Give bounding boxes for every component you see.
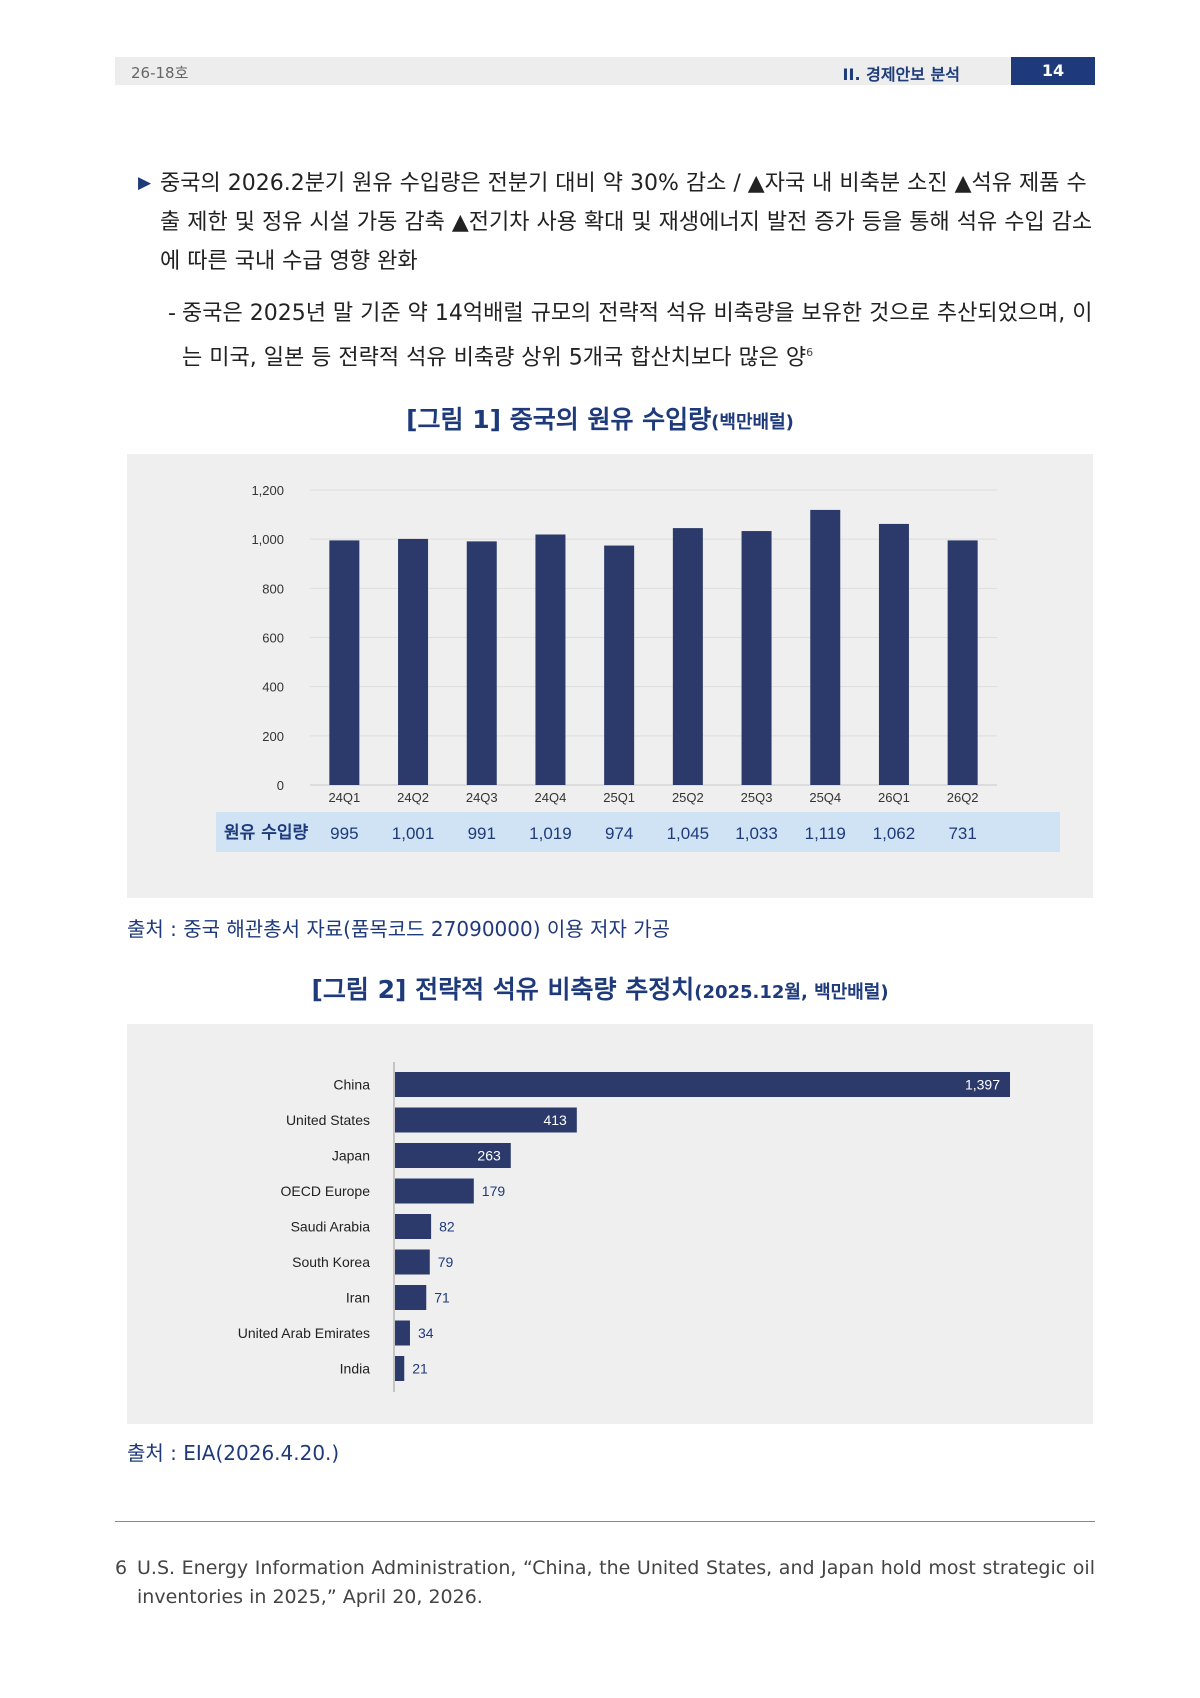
data-table-value: 974 bbox=[605, 824, 633, 843]
figure2-unit: (2025.12월, 백만배럴) bbox=[694, 982, 889, 1003]
section-title: II. 경제안보 분석 bbox=[842, 65, 960, 84]
y-category-label: United States bbox=[286, 1112, 370, 1128]
bar bbox=[395, 1107, 577, 1133]
y-tick-label: 0 bbox=[277, 778, 284, 793]
data-table-value: 1,062 bbox=[873, 824, 916, 843]
data-table-value: 995 bbox=[330, 824, 358, 843]
x-tick-label: 25Q4 bbox=[809, 790, 841, 805]
y-category-label: India bbox=[340, 1361, 371, 1377]
figure1-bar-chart: 0 200 400 600 800 1,000 1,200 원유 수입량 24Q1 995 24Q2… bbox=[216, 483, 1060, 852]
y-category-label: Saudi Arabia bbox=[291, 1219, 371, 1235]
bar bbox=[395, 1356, 405, 1381]
bar-value-label: 21 bbox=[412, 1361, 428, 1377]
bar-value-label: 413 bbox=[543, 1112, 567, 1128]
x-tick-label: 24Q2 bbox=[397, 790, 429, 805]
x-tick-label: 25Q2 bbox=[672, 790, 704, 805]
data-table-series-label: 원유 수입량 bbox=[224, 823, 308, 843]
bar-value-label: 71 bbox=[434, 1290, 450, 1306]
x-tick-label: 24Q4 bbox=[535, 790, 567, 805]
data-table-value: 1,001 bbox=[392, 824, 435, 843]
bullet-paragraph: ▶ 중국의 2026.2분기 원유 수입량은 전분기 대비 약 30% 감소 /… bbox=[138, 164, 1095, 281]
figure1-chart-area: 0 200 400 600 800 1,000 1,200 원유 수입량 24Q1 995 24Q2… bbox=[127, 454, 1093, 898]
y-tick-label: 1,000 bbox=[251, 532, 284, 547]
y-category-label: South Korea bbox=[292, 1254, 370, 1270]
bar-value-label: 263 bbox=[477, 1148, 501, 1164]
paragraph-text: 중국의 2026.2분기 원유 수입량은 전분기 대비 약 30% 감소 / ▲… bbox=[160, 171, 1093, 274]
data-table-value: 1,119 bbox=[805, 824, 846, 843]
bar bbox=[395, 1285, 427, 1310]
data-table-row bbox=[216, 812, 1060, 852]
bar-value-label: 34 bbox=[418, 1325, 434, 1341]
bar bbox=[395, 1320, 410, 1346]
y-tick-label: 200 bbox=[262, 729, 284, 744]
x-tick-label: 25Q3 bbox=[741, 790, 773, 805]
dash-marker: - bbox=[168, 301, 176, 326]
figure2-chart-area: China 1,397 United States 413 Japan 263 OECD E… bbox=[127, 1024, 1093, 1424]
bar-value-label: 179 bbox=[482, 1183, 506, 1199]
figure1-title: [그림 1] 중국의 원유 수입량(백만배럴) bbox=[0, 400, 1200, 436]
bar bbox=[395, 1178, 474, 1204]
bar bbox=[947, 540, 978, 785]
data-table-value: 1,019 bbox=[529, 824, 572, 843]
x-tick-label: 26Q1 bbox=[878, 790, 910, 805]
footnote-divider bbox=[115, 1521, 1095, 1522]
data-table-value: 1,033 bbox=[735, 824, 778, 843]
bar bbox=[535, 534, 566, 785]
bullet-triangle-icon: ▶ bbox=[138, 173, 152, 193]
bar bbox=[604, 545, 635, 785]
bar bbox=[878, 523, 909, 785]
x-tick-label: 26Q2 bbox=[947, 790, 979, 805]
bar bbox=[329, 540, 360, 785]
y-tick-label: 600 bbox=[262, 631, 284, 646]
y-tick-label: 400 bbox=[262, 680, 284, 695]
x-tick-label: 25Q1 bbox=[603, 790, 635, 805]
y-category-label: OECD Europe bbox=[281, 1183, 371, 1199]
figure2-title: [그림 2] 전략적 석유 비축량 추정치(2025.12월, 백만배럴) bbox=[0, 970, 1200, 1006]
y-tick-label: 800 bbox=[262, 581, 284, 596]
issue-number: 26-18호 bbox=[131, 64, 189, 82]
data-table-value: 991 bbox=[468, 824, 496, 843]
bar-value-label: 82 bbox=[439, 1219, 455, 1235]
bar bbox=[395, 1143, 511, 1168]
dash-paragraph: - 중국은 2025년 말 기준 약 14억배럴 규모의 전략적 석유 비축량을… bbox=[168, 294, 1095, 377]
footnote-number: 6 bbox=[115, 1557, 128, 1579]
footnote: 6 U.S. Energy Information Administration… bbox=[115, 1554, 1095, 1612]
page-header: 26-18호 II. 경제안보 분석 14 bbox=[115, 57, 1095, 85]
figure2-title-text: [그림 2] 전략적 석유 비축량 추정치 bbox=[311, 975, 695, 1004]
figure2-horizontal-bar-chart: China 1,397 United States 413 Japan 263 OECD E… bbox=[238, 1062, 1010, 1392]
bar bbox=[672, 528, 703, 785]
paragraph-text-2: 중국은 2025년 말 기준 약 14억배럴 규모의 전략적 석유 비축량을 보… bbox=[182, 301, 1093, 371]
figure1-title-text: [그림 1] 중국의 원유 수입량 bbox=[406, 405, 712, 434]
y-category-label: China bbox=[333, 1077, 370, 1093]
y-category-label: United Arab Emirates bbox=[238, 1325, 370, 1341]
bar bbox=[741, 531, 772, 785]
figure1-source: 출처 : 중국 해관총서 자료(품목코드 27090000) 이용 저자 가공 bbox=[127, 917, 670, 941]
bar bbox=[395, 1214, 432, 1239]
figure1-unit: (백만배럴) bbox=[711, 412, 794, 433]
bar bbox=[395, 1072, 1010, 1097]
footnote-text: U.S. Energy Information Administration, … bbox=[137, 1557, 1095, 1608]
footnote-reference[interactable]: 6 bbox=[806, 346, 814, 359]
x-tick-label: 24Q3 bbox=[466, 790, 498, 805]
x-tick-label: 24Q1 bbox=[328, 790, 360, 805]
y-category-label: Japan bbox=[332, 1148, 370, 1164]
y-category-label: Iran bbox=[346, 1290, 370, 1306]
figure2-source: 출처 : EIA(2026.4.20.) bbox=[127, 1441, 340, 1465]
bar bbox=[395, 1249, 430, 1275]
y-tick-label: 1,200 bbox=[251, 483, 284, 498]
bar-value-label: 1,397 bbox=[965, 1077, 1000, 1093]
bar bbox=[466, 541, 497, 785]
bar bbox=[398, 538, 429, 785]
bar bbox=[810, 509, 841, 785]
data-table-value: 731 bbox=[948, 824, 976, 843]
data-table-value: 1,045 bbox=[667, 824, 710, 843]
page-number: 14 bbox=[1011, 57, 1095, 85]
bar-value-label: 79 bbox=[438, 1254, 454, 1270]
